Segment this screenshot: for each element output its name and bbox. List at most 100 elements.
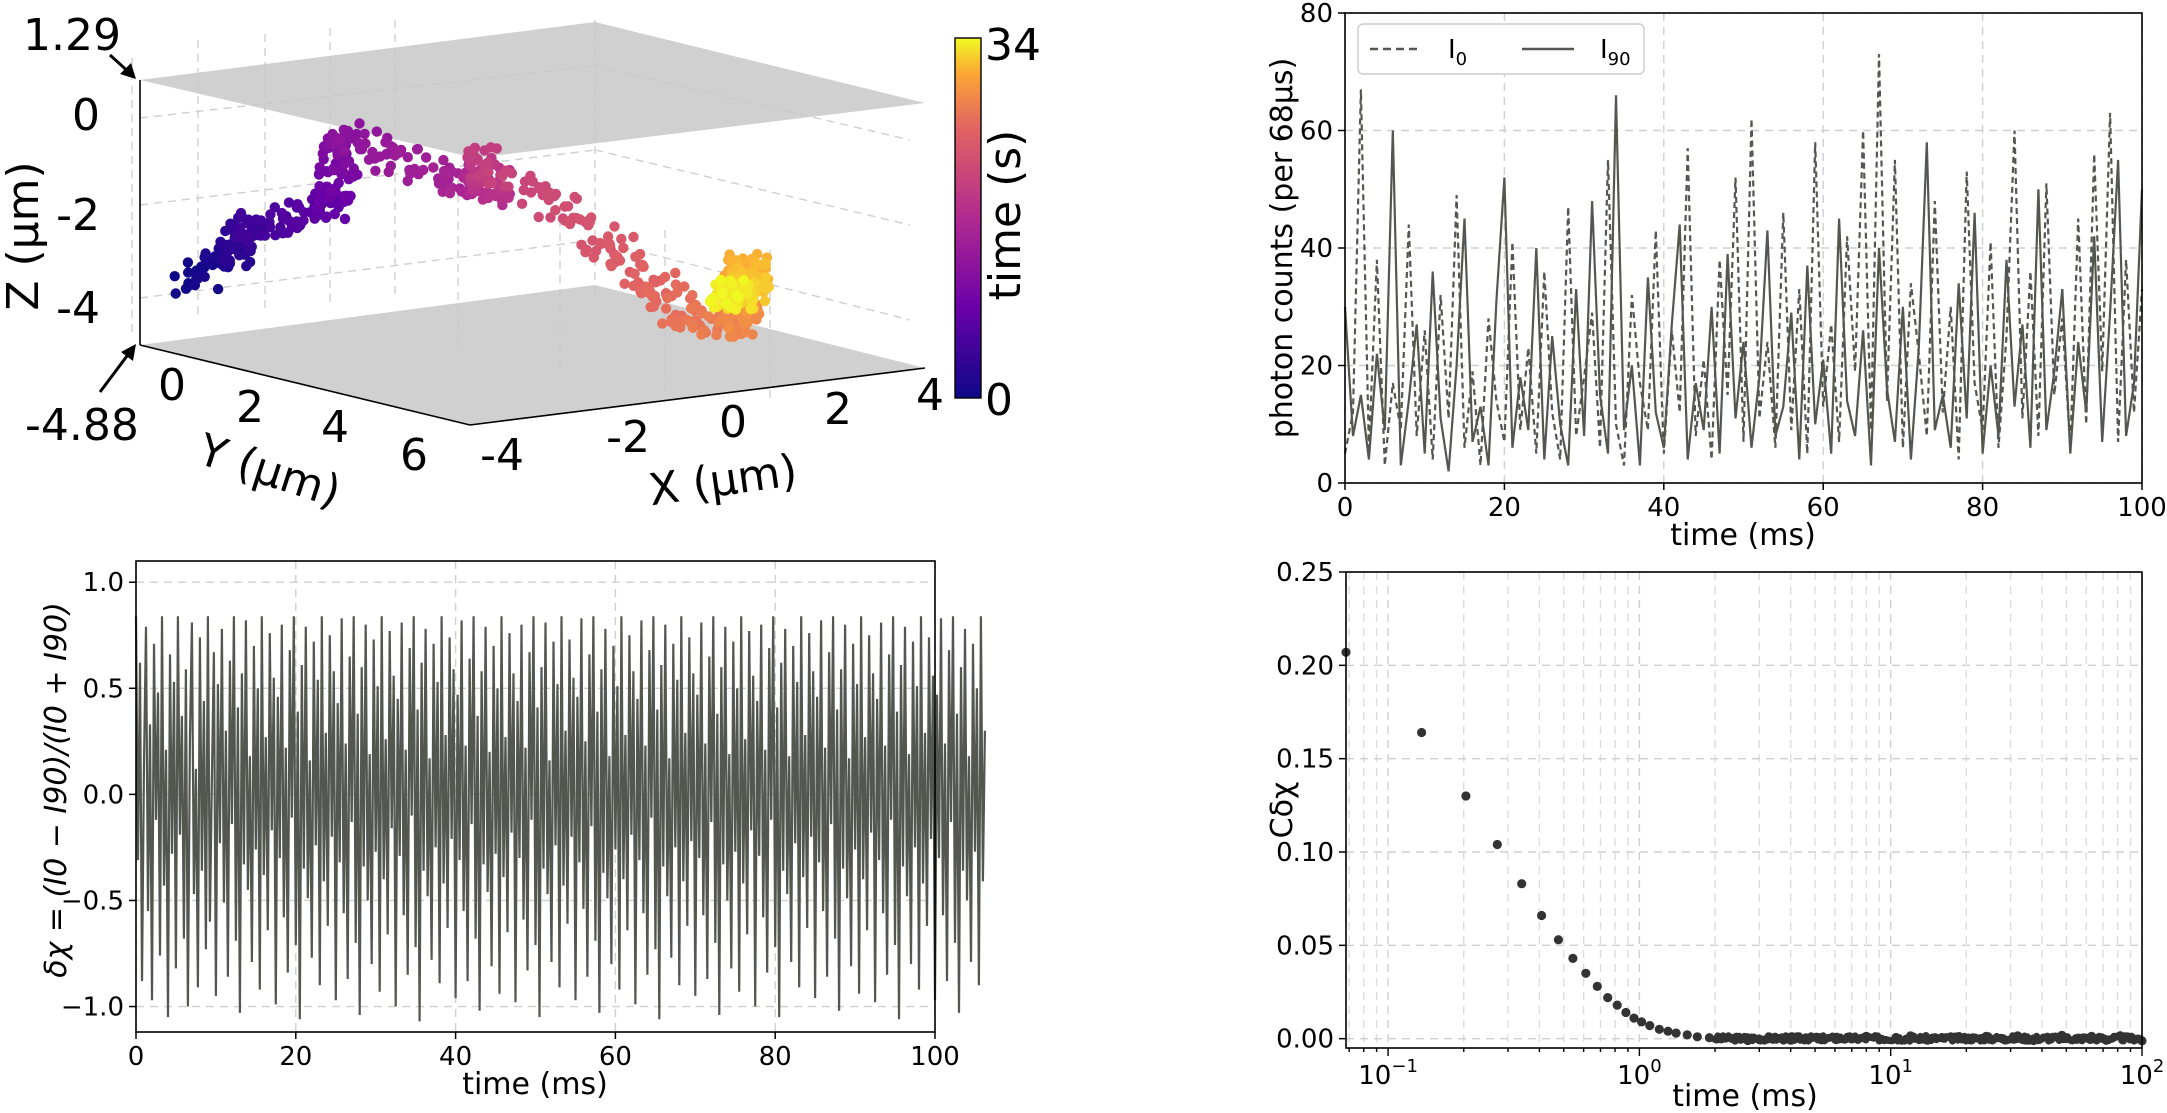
trajectory-point bbox=[724, 331, 736, 342]
trajectory-point bbox=[182, 257, 194, 268]
colorbar-label: time (s) bbox=[980, 130, 1031, 301]
trajectory-point bbox=[235, 222, 246, 233]
trajectory-point bbox=[657, 318, 668, 329]
trajectory-point bbox=[527, 176, 538, 187]
trajectory-point bbox=[497, 171, 508, 182]
trajectory-point bbox=[580, 247, 591, 258]
trajectory-point bbox=[348, 171, 359, 182]
delta-chi-xtick-label: 0 bbox=[128, 1042, 145, 1072]
trajectory-point bbox=[465, 172, 476, 183]
autocorr-ticks: 10−1 100 101 102 0.00 0.05 0.10 0.15 0.20 0.25 bbox=[1276, 558, 2164, 1091]
trajectory-point bbox=[619, 278, 630, 289]
trajectory-point bbox=[212, 283, 224, 295]
trajectory-point bbox=[474, 171, 485, 182]
trajectory-point bbox=[516, 198, 528, 209]
trajectory-point bbox=[325, 185, 336, 197]
trajectory-point bbox=[609, 221, 620, 232]
autocorr-point bbox=[1517, 879, 1527, 889]
trajectory-point bbox=[244, 256, 256, 268]
photon-series bbox=[1343, 54, 2144, 472]
photon-legend: I0 I90 bbox=[1357, 23, 1645, 75]
trajectory-point bbox=[169, 271, 180, 282]
autocorr-point bbox=[1671, 1028, 1681, 1038]
trajectory-point bbox=[359, 128, 370, 140]
trajectory-points bbox=[169, 118, 774, 342]
photon-xtick-label: 40 bbox=[1647, 493, 1680, 523]
trajectory-point bbox=[219, 254, 230, 265]
x-tick-4: 4 bbox=[916, 370, 944, 421]
delta-chi-ticks: 0 20 40 60 80 100 1.0 0.5 0.0 −0.5 −1.0 bbox=[61, 568, 960, 1072]
trajectory-point bbox=[711, 329, 722, 341]
trajectory-point bbox=[418, 164, 429, 176]
z-bottom-arrow bbox=[98, 344, 136, 393]
trajectory-point bbox=[292, 222, 303, 234]
photon-xtick-label: 20 bbox=[1488, 493, 1521, 523]
photon-xtick-label: 60 bbox=[1807, 493, 1840, 523]
photon-ytick-label: 80 bbox=[1300, 0, 1333, 29]
trajectory-point bbox=[533, 211, 544, 223]
trajectory-point bbox=[717, 287, 728, 299]
z-bottom-annotation: -4.88 bbox=[25, 400, 139, 451]
autocorr-point bbox=[1663, 1026, 1673, 1036]
autocorr-point bbox=[1492, 839, 1502, 850]
photon-series-I0 bbox=[1343, 54, 2144, 466]
trajectory-point bbox=[616, 233, 627, 245]
trajectory-point bbox=[736, 266, 747, 277]
photon-xlabel: time (ms) bbox=[1670, 518, 1816, 553]
trajectory-point bbox=[628, 231, 639, 243]
trajectory-point bbox=[503, 192, 514, 203]
trajectory-point bbox=[255, 215, 267, 226]
trajectory-point bbox=[292, 199, 303, 210]
trajectory-point bbox=[385, 160, 396, 172]
trajectory-point bbox=[629, 268, 640, 279]
y-tick-0: 0 bbox=[158, 360, 186, 411]
trajectory-point bbox=[370, 165, 381, 176]
delta-chi-series bbox=[134, 616, 986, 1022]
trajectory-point bbox=[757, 281, 768, 292]
autocorr-point bbox=[1692, 1032, 1702, 1042]
trajectory-point bbox=[333, 177, 344, 189]
delta-chi-xtick-label: 80 bbox=[759, 1042, 792, 1072]
trajectory-point bbox=[467, 149, 478, 160]
photon-ylabel: photon counts (per 68µs) bbox=[1265, 58, 1300, 439]
autocorr-point bbox=[1417, 727, 1427, 738]
trajectory-point bbox=[740, 326, 752, 338]
trajectory-point bbox=[486, 177, 498, 189]
autocorr-ytick-label: 0.25 bbox=[1276, 558, 1334, 588]
autocorr-xlabel: time (ms) bbox=[1672, 1079, 1818, 1113]
y-tick-3: 6 bbox=[400, 430, 428, 481]
autocorr-point bbox=[1612, 1000, 1622, 1010]
delta-chi-ytick-label: 1.0 bbox=[83, 568, 124, 598]
trajectory-point bbox=[731, 290, 742, 301]
autocorr-point bbox=[1592, 981, 1602, 992]
trajectory-point bbox=[687, 290, 698, 301]
autocorr-point bbox=[1603, 993, 1613, 1003]
y-tick-1: 2 bbox=[236, 382, 264, 433]
trajectory-point bbox=[338, 167, 349, 178]
trajectory-point bbox=[276, 207, 288, 219]
legend-label-i0: I0 bbox=[1448, 35, 1467, 70]
delta-chi-frame bbox=[135, 560, 936, 1033]
trajectory-point bbox=[706, 295, 718, 306]
trajectory-point bbox=[604, 238, 615, 250]
trajectory-point bbox=[685, 303, 697, 314]
autocorr-point bbox=[1461, 791, 1471, 801]
z-tick-2: -4 bbox=[56, 283, 100, 334]
trajectory-point bbox=[485, 142, 496, 153]
trajectory-point bbox=[199, 271, 210, 282]
trajectory-point bbox=[265, 209, 276, 220]
trajectory-point bbox=[180, 283, 192, 294]
trajectory-point bbox=[482, 157, 494, 168]
trajectory-point bbox=[662, 292, 673, 304]
trajectory-3d-panel: 0 -2 -4 1.29 -4.88 Z (µm) 0 2 4 6 Y (µm)… bbox=[0, 10, 1041, 518]
z-top-arrow bbox=[108, 53, 136, 79]
trajectory-point bbox=[541, 190, 553, 201]
trajectory-point bbox=[726, 277, 737, 288]
autocorr-xtick-label: 101 bbox=[1868, 1056, 1913, 1091]
trajectory-point bbox=[402, 152, 413, 163]
trajectory-point bbox=[648, 301, 659, 312]
trajectory-point bbox=[298, 207, 310, 218]
trajectory-point bbox=[440, 169, 452, 180]
trajectory-point bbox=[339, 213, 351, 225]
